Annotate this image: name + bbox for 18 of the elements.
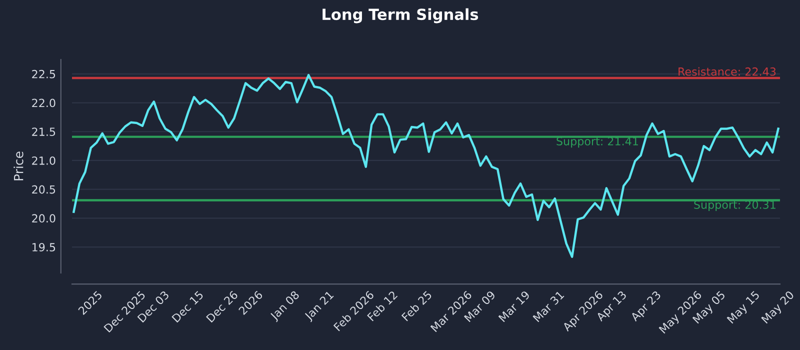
y-tick-label: 22.0 xyxy=(32,98,56,108)
y-tick-label: 20.0 xyxy=(32,214,56,223)
chart-title: Long Term Signals xyxy=(322,8,478,24)
y-tick-label: 22.5 xyxy=(32,70,56,78)
x-tick-label: Jan 21 xyxy=(304,290,336,322)
y-tick-label: 21.0 xyxy=(32,156,56,165)
x-tick-label: Dec 15 xyxy=(172,290,204,323)
x-tick-label: Apr 23 xyxy=(630,290,663,324)
x-tick-label: Mar 19 xyxy=(498,290,530,322)
ref-line-label: Resistance: 22.43 xyxy=(678,67,776,76)
x-tick-label: Feb 25 xyxy=(401,290,432,322)
x-tick-label: Mar 31 xyxy=(532,290,564,322)
y-axis-title: Price xyxy=(14,152,24,180)
y-tick-label: 19.5 xyxy=(32,243,56,252)
y-tick-label: 20.5 xyxy=(32,185,56,194)
x-tick-label: Dec 26 xyxy=(206,290,238,323)
y-tick-label: 21.5 xyxy=(32,128,56,136)
x-tick-label: Jan 08 xyxy=(269,290,302,322)
